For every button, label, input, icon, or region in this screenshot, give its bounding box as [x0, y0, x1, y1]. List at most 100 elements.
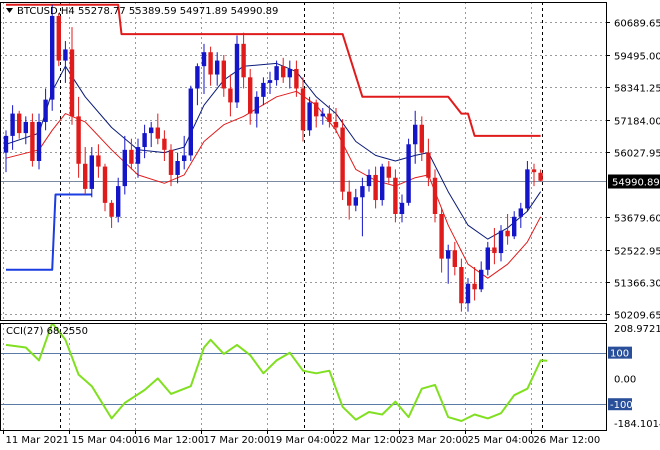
- candle[interactable]: [135, 138, 141, 178]
- candle[interactable]: [413, 110, 418, 164]
- candlestick-pane[interactable]: [0, 3, 606, 312]
- candle[interactable]: [168, 144, 174, 187]
- dropdown-triangle-icon[interactable]: [6, 8, 13, 13]
- candle[interactable]: [129, 138, 134, 170]
- candle[interactable]: [518, 202, 523, 228]
- candle[interactable]: [3, 130, 9, 173]
- candle[interactable]: [294, 60, 299, 97]
- candle[interactable]: [373, 166, 378, 209]
- candle[interactable]: [525, 161, 530, 212]
- candle[interactable]: [386, 161, 391, 184]
- candle[interactable]: [531, 163, 537, 187]
- candle-body: [386, 166, 391, 178]
- candle[interactable]: [175, 152, 180, 184]
- candle[interactable]: [228, 74, 233, 117]
- candle[interactable]: [353, 188, 358, 212]
- candle[interactable]: [307, 96, 312, 136]
- gridlines: [0, 2, 606, 430]
- candle[interactable]: [241, 32, 246, 89]
- candle[interactable]: [261, 77, 266, 106]
- candle[interactable]: [182, 135, 187, 170]
- candle[interactable]: [333, 108, 339, 134]
- candle-body: [353, 197, 358, 206]
- candle[interactable]: [96, 144, 101, 178]
- candle[interactable]: [155, 113, 160, 145]
- candle[interactable]: [149, 121, 154, 148]
- candle[interactable]: [162, 130, 167, 161]
- candle[interactable]: [485, 241, 490, 276]
- candle[interactable]: [498, 225, 504, 262]
- candle[interactable]: [360, 177, 365, 237]
- candle[interactable]: [221, 55, 226, 97]
- candle-body: [380, 166, 385, 201]
- candle[interactable]: [208, 46, 213, 86]
- candle[interactable]: [446, 244, 451, 284]
- candle[interactable]: [380, 163, 385, 206]
- candle[interactable]: [30, 113, 35, 167]
- candle[interactable]: [234, 35, 240, 108]
- candle[interactable]: [17, 110, 22, 139]
- candle[interactable]: [109, 200, 114, 228]
- candle-body: [373, 174, 378, 201]
- candle[interactable]: [492, 227, 497, 265]
- candle[interactable]: [50, 4, 55, 111]
- candle[interactable]: [188, 85, 193, 161]
- candle[interactable]: [43, 88, 48, 131]
- candle[interactable]: [452, 241, 457, 276]
- candle[interactable]: [215, 52, 220, 86]
- candle[interactable]: [23, 116, 28, 145]
- candle[interactable]: [254, 91, 259, 128]
- candle[interactable]: [432, 169, 438, 223]
- candle[interactable]: [89, 147, 94, 198]
- candle[interactable]: [83, 147, 88, 195]
- candle[interactable]: [439, 208, 444, 273]
- candle[interactable]: [406, 138, 411, 206]
- candle[interactable]: [419, 116, 424, 161]
- candle[interactable]: [399, 194, 405, 223]
- cci-line: [5, 323, 548, 422]
- candle[interactable]: [267, 71, 273, 95]
- candle[interactable]: [459, 258, 464, 312]
- candle[interactable]: [300, 77, 306, 142]
- candle[interactable]: [36, 113, 42, 170]
- candle[interactable]: [366, 169, 372, 192]
- candle[interactable]: [10, 105, 15, 150]
- candle[interactable]: [347, 180, 352, 220]
- candle[interactable]: [426, 138, 431, 187]
- candle[interactable]: [538, 169, 543, 182]
- cci-pane[interactable]: [0, 323, 606, 422]
- candle[interactable]: [195, 63, 200, 106]
- candle-body: [248, 77, 253, 114]
- candle[interactable]: [327, 105, 332, 128]
- candle[interactable]: [201, 43, 207, 95]
- candle-body: [76, 116, 81, 164]
- candle[interactable]: [472, 267, 477, 301]
- candle[interactable]: [122, 135, 127, 195]
- candle[interactable]: [314, 99, 319, 128]
- candle[interactable]: [505, 214, 510, 245]
- candle[interactable]: [340, 119, 345, 201]
- candle[interactable]: [76, 96, 81, 178]
- candle[interactable]: [274, 60, 279, 86]
- candle[interactable]: [56, 13, 61, 67]
- x-tick-label: 17 Mar 20:00: [204, 435, 271, 446]
- cci-y-tick-label: 100: [610, 349, 629, 360]
- candle[interactable]: [142, 124, 147, 159]
- candle[interactable]: [465, 278, 471, 312]
- candle[interactable]: [69, 27, 75, 125]
- candle[interactable]: [281, 57, 286, 83]
- candle[interactable]: [320, 108, 325, 125]
- candle[interactable]: [63, 41, 68, 83]
- candle[interactable]: [479, 261, 484, 293]
- candle-body: [149, 127, 154, 134]
- x-tick-label: 26 Mar 12:00: [534, 435, 601, 446]
- candle[interactable]: [393, 169, 398, 223]
- candle[interactable]: [248, 68, 253, 125]
- candle[interactable]: [116, 177, 121, 223]
- candle-body: [347, 191, 352, 206]
- candle[interactable]: [102, 163, 108, 212]
- candle[interactable]: [287, 60, 292, 89]
- y-tick-label: 59495.00: [614, 52, 660, 63]
- candle[interactable]: [512, 211, 517, 240]
